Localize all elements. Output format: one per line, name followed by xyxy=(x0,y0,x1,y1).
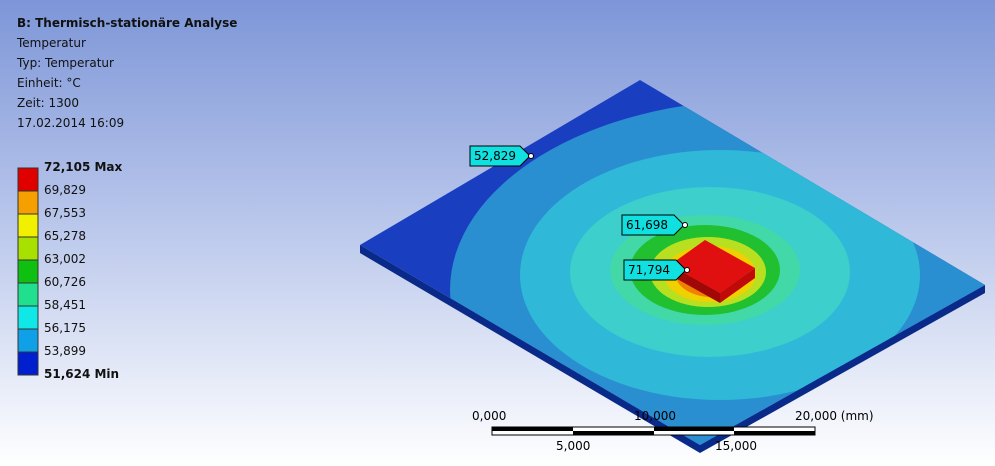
legend-label: 58,451 xyxy=(44,298,86,312)
info-line: Typ: Temperatur xyxy=(17,56,114,70)
scale-label: 20,000 (mm) xyxy=(795,409,874,423)
scale-label: 10,000 xyxy=(634,409,676,423)
model-view: 52,829 61,698 71,794 0,000 10,000 20,000… xyxy=(0,0,995,466)
legend-label: 72,105 Max xyxy=(44,160,122,174)
info-line: Zeit: 1300 xyxy=(17,96,79,110)
probe-label: 71,794 xyxy=(628,263,670,277)
legend-label: 60,726 xyxy=(44,275,86,289)
scale-label: 0,000 xyxy=(472,409,506,423)
legend-label: 67,553 xyxy=(44,206,86,220)
legend-label: 69,829 xyxy=(44,183,86,197)
info-line: Temperatur xyxy=(17,36,86,50)
scale-label: 5,000 xyxy=(556,439,590,453)
legend-label: 53,899 xyxy=(44,344,86,358)
info-line: Einheit: °C xyxy=(17,76,81,90)
info-line: 17.02.2014 16:09 xyxy=(17,116,124,130)
legend-label: 51,624 Min xyxy=(44,367,119,381)
viewport: 52,829 61,698 71,794 0,000 10,000 20,000… xyxy=(0,0,995,466)
legend-label: 63,002 xyxy=(44,252,86,266)
scale-bar: 0,000 10,000 20,000 (mm) 5,000 15,000 xyxy=(472,409,874,453)
legend-label: 65,278 xyxy=(44,229,86,243)
title: B: Thermisch-stationäre Analyse xyxy=(17,16,237,30)
probe: 71,794 xyxy=(624,260,690,280)
legend-colors xyxy=(18,168,38,375)
probe-label: 52,829 xyxy=(474,149,516,163)
scale-label: 15,000 xyxy=(715,439,757,453)
probe-label: 61,698 xyxy=(626,218,668,232)
legend-label: 56,175 xyxy=(44,321,86,335)
probe: 61,698 xyxy=(622,215,688,235)
